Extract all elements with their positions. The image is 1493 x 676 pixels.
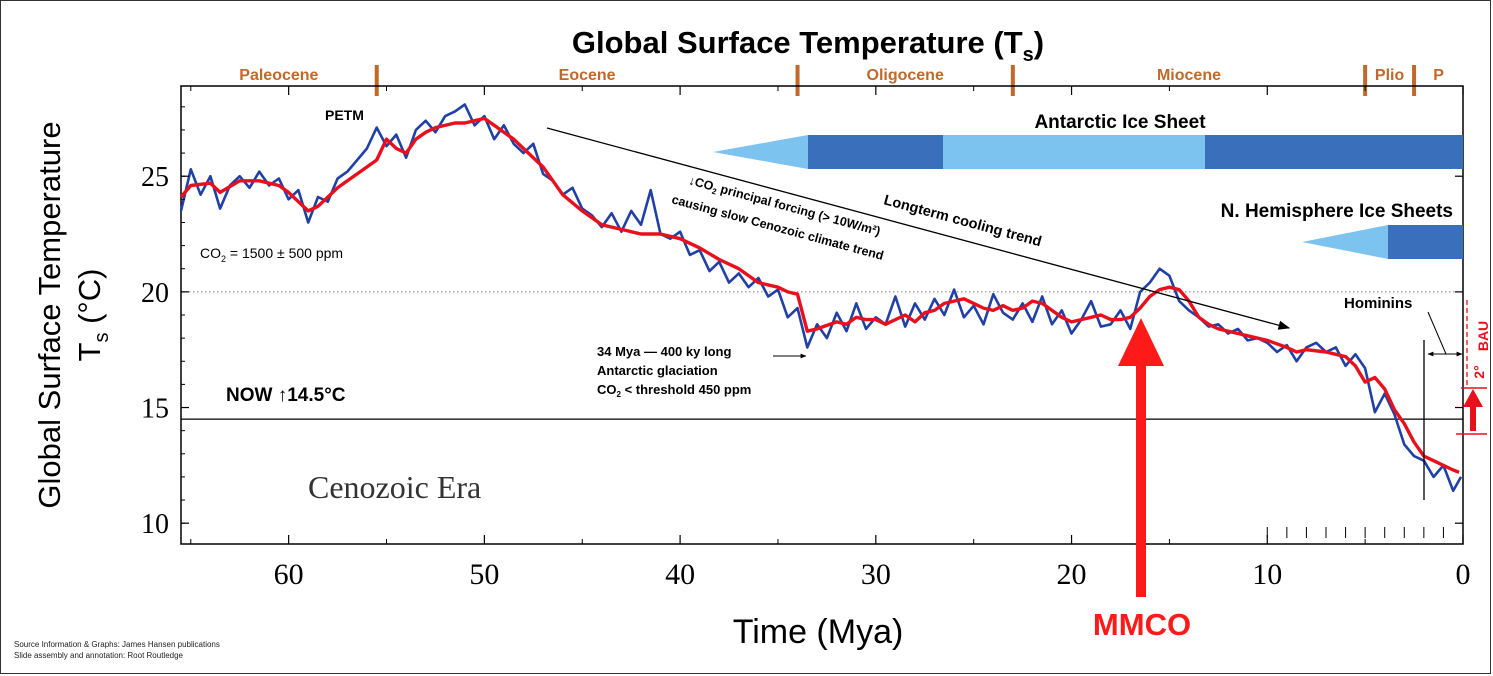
x-axis: 60 50 40 30 20 10 0 [190,86,1471,591]
epoch-label: Oligocene [867,67,944,84]
cooling-trend-arrow [546,127,1291,330]
cooling-trend-label: Longterm cooling trend [882,192,1043,250]
y-tick-label: 25 [141,162,169,193]
era-label: Cenozoic Era [308,469,481,505]
y-axis-label-line2: Ts (°C) [72,269,113,362]
nh-ice-sheet-bar [1302,225,1463,259]
epoch-label: Eocene [559,67,616,84]
epoch-label: Plio [1375,67,1405,84]
epoch-boundary [1010,65,1015,96]
hominins-pointer [1427,311,1447,355]
antarctic-ice-sheet-label: Antarctic Ice Sheet [1034,112,1206,133]
epoch-boundary [1412,65,1417,96]
epoch-boundary [1363,65,1368,96]
x-tick-label: 0 [1456,558,1471,591]
y-tick-label: 15 [141,394,169,425]
chart-title-subscript: s [1023,44,1034,66]
recent-time-ticks [1266,527,1444,538]
x-tick-label: 20 [1057,558,1087,591]
x-tick-label: 10 [1252,558,1282,591]
epoch-label: Paleocene [239,67,318,84]
glaciation-line3: CO2 < threshold 450 ppm [597,382,751,399]
mmco-arrow-icon [1118,318,1164,597]
y-axis-label-line1: Global Surface Temperature [32,121,67,508]
source-credit: Source Information & Graphs: James Hanse… [14,640,220,649]
assembly-credit: Slide assembly and annotation: Root Rout… [14,651,183,660]
two-degree-label: 2° [1471,365,1487,378]
epoch-label: Miocene [1157,67,1221,84]
x-tick-label: 50 [469,558,499,591]
nh-ice-sheets-label: N. Hemisphere Ice Sheets [1221,201,1453,222]
x-tick-label: 40 [665,558,695,591]
y-tick-label: 10 [141,509,169,540]
mmco-label: MMCO [1093,607,1191,642]
glaciation-line1: 34 Mya — 400 ky long [597,344,731,359]
epoch-boundary [795,65,800,96]
hominins-label: Hominins [1344,295,1412,312]
glaciation-line2: Antarctic glaciation [597,363,718,378]
now-label: NOW ↑14.5°C [226,385,346,406]
epoch-label: P [1433,67,1444,84]
petm-label: PETM [325,107,364,123]
warming-arrow-icon [1463,389,1483,431]
antarctic-ice-sheet-bar [713,135,1463,169]
y-tick-label: 20 [141,278,169,309]
x-tick-label: 30 [861,558,891,591]
epoch-bar: Paleocene Eocene Oligocene Miocene Plio P [239,65,1444,96]
x-tick-label: 60 [274,558,304,591]
y-axis: 10 15 20 25 [141,106,1463,540]
bau-label: BAU [1475,321,1491,351]
x-axis-label: Time (Mya) [733,613,904,651]
series-smoothed-temperature [179,116,1460,474]
series-raw-temperature [179,103,1463,493]
epoch-boundary [374,65,379,96]
co2-level-label: CO2 = 1500 ± 500 ppm [200,245,343,264]
chart-title: Global Surface Temperature (Ts) [572,25,1044,66]
